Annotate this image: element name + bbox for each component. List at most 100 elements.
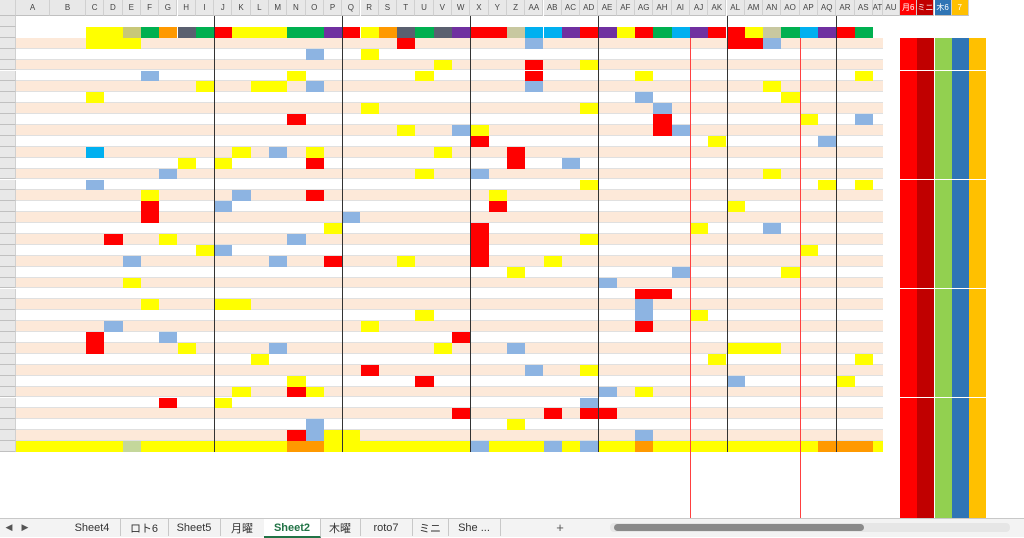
number-cell[interactable] [525, 81, 544, 93]
number-cell[interactable] [781, 92, 800, 104]
stat-cell[interactable] [934, 321, 952, 333]
stat-cell[interactable] [934, 397, 952, 409]
row-number[interactable] [0, 70, 16, 82]
number-cell[interactable] [251, 125, 269, 136]
number-cell[interactable] [86, 146, 105, 158]
number-cell[interactable] [342, 212, 361, 224]
stat-cell[interactable] [900, 277, 918, 289]
number-cell[interactable] [452, 398, 470, 409]
number-cell[interactable] [122, 255, 141, 267]
number-cell[interactable] [415, 365, 433, 376]
number-cell[interactable] [269, 201, 287, 212]
prime-hint[interactable] [873, 16, 883, 27]
number-cell[interactable] [818, 49, 836, 60]
number-cell[interactable] [598, 49, 616, 60]
stat-cell[interactable] [934, 70, 952, 82]
stat-cell[interactable] [882, 397, 901, 409]
date-cell[interactable] [16, 180, 50, 191]
number-cell[interactable] [361, 408, 379, 419]
number-cell[interactable] [598, 277, 617, 289]
number-header[interactable] [525, 26, 544, 38]
stat-cell[interactable] [951, 146, 969, 158]
number-cell[interactable] [195, 81, 215, 93]
stat-cell[interactable] [900, 48, 918, 60]
number-cell[interactable] [159, 321, 177, 332]
number-cell[interactable] [488, 201, 507, 213]
spreadsheet-grid[interactable]: A B C D E F G H I J K L M N O P Q R S T U V W X Y Z AA AB AC AD AE AF AG… [0, 0, 1024, 518]
stat-cell[interactable] [900, 70, 918, 82]
prime-hint[interactable] [141, 16, 159, 27]
number-cell[interactable] [323, 430, 343, 442]
number-cell[interactable] [543, 255, 562, 267]
number-header[interactable] [104, 26, 123, 38]
column-header-ax[interactable]: 木6 [934, 0, 952, 16]
number-cell[interactable] [433, 59, 452, 71]
number-cell[interactable] [598, 386, 617, 398]
stat-cell[interactable] [917, 353, 935, 365]
number-header[interactable] [781, 26, 800, 38]
stat-cell[interactable] [951, 364, 969, 376]
number-cell[interactable] [140, 299, 160, 311]
number-cell[interactable] [525, 103, 543, 114]
stat-cell[interactable] [968, 386, 987, 398]
number-cell[interactable] [689, 223, 709, 234]
stat-cell[interactable] [917, 48, 935, 60]
number-cell[interactable] [306, 180, 324, 191]
round-cell[interactable] [50, 180, 86, 191]
stat-cell[interactable] [900, 59, 918, 71]
summary-cell[interactable] [214, 441, 233, 452]
stat-cell[interactable] [882, 375, 901, 387]
number-cell[interactable] [305, 146, 324, 158]
column-header-aw[interactable]: ミニ [917, 0, 935, 16]
summary-cell[interactable] [177, 441, 196, 452]
number-cell[interactable] [617, 289, 635, 300]
stat-cell[interactable] [917, 212, 935, 224]
stat-cell[interactable] [934, 37, 952, 49]
number-cell[interactable] [598, 212, 616, 223]
number-cell[interactable] [452, 408, 471, 420]
row-number[interactable] [0, 37, 16, 49]
number-header[interactable] [159, 26, 178, 38]
stat-cell[interactable] [900, 168, 918, 180]
number-cell[interactable] [141, 408, 159, 419]
number-cell[interactable] [836, 375, 855, 387]
number-cell[interactable] [598, 81, 616, 92]
stat-cell[interactable] [968, 114, 987, 125]
number-cell[interactable] [506, 419, 526, 431]
number-cell[interactable] [635, 386, 654, 398]
date-cell[interactable] [16, 387, 50, 398]
column-header-ad[interactable]: AD [580, 0, 599, 16]
number-cell[interactable] [726, 375, 745, 387]
round-cell[interactable] [50, 169, 86, 180]
stat-cell[interactable] [951, 375, 969, 387]
column-header-n[interactable]: N [287, 0, 306, 16]
number-header[interactable] [323, 26, 343, 38]
round-cell[interactable] [50, 71, 86, 82]
stat-cell[interactable] [951, 223, 969, 234]
number-cell[interactable] [452, 332, 471, 343]
stat-cell[interactable] [917, 114, 935, 125]
number-cell[interactable] [159, 125, 177, 136]
date-cell[interactable] [16, 419, 50, 430]
number-cell[interactable] [86, 299, 104, 310]
number-cell[interactable] [324, 71, 342, 82]
stat-cell[interactable] [917, 408, 935, 420]
stat-cell[interactable] [882, 332, 901, 343]
stat-cell[interactable] [968, 321, 987, 333]
number-cell[interactable] [763, 37, 782, 49]
stat-cell[interactable] [882, 419, 901, 431]
stat-cell[interactable] [968, 375, 987, 387]
number-cell[interactable] [635, 180, 653, 191]
number-header[interactable] [836, 26, 855, 38]
number-cell[interactable] [104, 201, 122, 212]
round-cell[interactable] [50, 147, 86, 158]
number-cell[interactable] [104, 234, 123, 245]
stat-cell[interactable] [951, 397, 969, 409]
row-number[interactable] [0, 16, 16, 27]
number-cell[interactable] [232, 190, 251, 202]
number-cell[interactable] [433, 343, 452, 354]
number-cell[interactable] [763, 81, 782, 93]
sheet-tab[interactable]: roto7 [360, 519, 413, 536]
row-number[interactable] [0, 212, 16, 224]
number-cell[interactable] [653, 81, 671, 92]
